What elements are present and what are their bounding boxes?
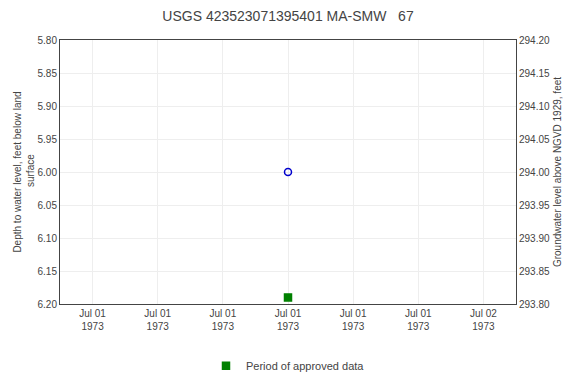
svg-text:5.90: 5.90 <box>38 101 58 112</box>
svg-text:Jul 011973: Jul 011973 <box>275 308 302 332</box>
svg-text:USGS 423523071395401 MA-SMW: USGS 423523071395401 MA-SMW 67 <box>162 8 414 24</box>
svg-text:5.80: 5.80 <box>38 35 58 46</box>
svg-text:293.85: 293.85 <box>519 266 550 277</box>
svg-text:6.00: 6.00 <box>38 167 58 178</box>
svg-text:Jul 011973: Jul 011973 <box>79 308 106 332</box>
svg-text:294.05: 294.05 <box>519 134 550 145</box>
svg-text:Jul 011973: Jul 011973 <box>405 308 432 332</box>
svg-text:294.20: 294.20 <box>519 35 550 46</box>
svg-text:294.15: 294.15 <box>519 68 550 79</box>
svg-text:6.10: 6.10 <box>38 233 58 244</box>
svg-text:5.85: 5.85 <box>38 68 58 79</box>
svg-text:6.20: 6.20 <box>38 299 58 310</box>
svg-text:Jul 021973: Jul 021973 <box>470 308 497 332</box>
svg-text:294.00: 294.00 <box>519 167 550 178</box>
svg-text:294.10: 294.10 <box>519 101 550 112</box>
svg-text:293.95: 293.95 <box>519 200 550 211</box>
svg-text:5.95: 5.95 <box>38 134 58 145</box>
svg-text:Depth to water level, feet bel: Depth to water level, feet below land su… <box>12 91 36 252</box>
svg-text:293.90: 293.90 <box>519 233 550 244</box>
svg-text:Groundwater level above NGVD 1: Groundwater level above NGVD 1929, feet <box>552 77 563 267</box>
svg-text:Jul 011973: Jul 011973 <box>210 308 237 332</box>
svg-text:6.05: 6.05 <box>38 200 58 211</box>
svg-text:Period of approved data: Period of approved data <box>246 360 364 372</box>
svg-text:Jul 011973: Jul 011973 <box>340 308 367 332</box>
svg-text:6.15: 6.15 <box>38 266 58 277</box>
svg-text:293.80: 293.80 <box>519 299 550 310</box>
svg-text:Jul 011973: Jul 011973 <box>144 308 171 332</box>
